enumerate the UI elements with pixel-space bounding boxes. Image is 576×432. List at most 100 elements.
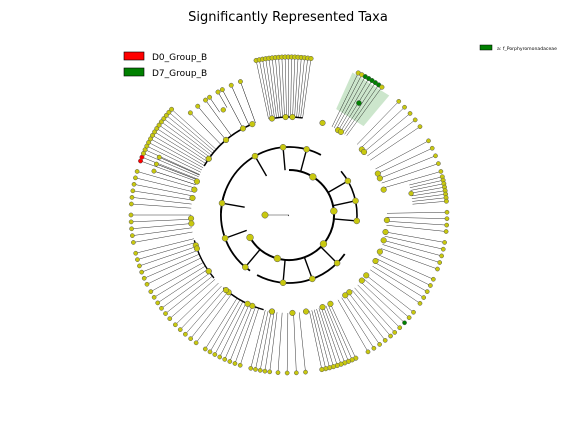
- tree-edge: [161, 121, 210, 158]
- tree-edge: [330, 303, 356, 359]
- taxon-node: [408, 190, 414, 197]
- taxon-node: [444, 216, 450, 222]
- tree-edge: [133, 184, 193, 197]
- tree-edge: [282, 147, 286, 171]
- taxon-node: [396, 98, 402, 104]
- taxon-node: [193, 340, 199, 346]
- legend-label-d7: D7_Group_B: [152, 69, 207, 79]
- taxon-node: [376, 175, 383, 182]
- taxon-node: [327, 300, 334, 307]
- tree-edge: [385, 231, 445, 243]
- taxon-node: [382, 228, 389, 236]
- clade-label-legend: a: f_Porphyromonadaceae: [479, 44, 557, 52]
- taxon-node: [302, 308, 310, 315]
- taxon-node: [141, 275, 147, 281]
- taxon-node: [289, 114, 296, 121]
- tree-edge: [298, 57, 305, 118]
- legend-swatch-d0: [123, 51, 145, 61]
- taxon-node: [163, 112, 169, 118]
- taxon-node: [376, 248, 383, 255]
- taxon-node: [309, 275, 316, 283]
- tree-edge: [367, 119, 416, 157]
- taxon-node: [163, 311, 168, 316]
- tree-edge: [131, 223, 192, 229]
- taxon-node: [365, 349, 371, 355]
- taxon-node: [137, 263, 142, 269]
- taxon-node: [215, 89, 221, 95]
- taxon-node: [166, 109, 172, 115]
- tree-edge: [411, 186, 445, 194]
- taxon-node: [135, 257, 140, 262]
- taxon-node: [437, 260, 443, 265]
- tree-edge: [254, 155, 268, 177]
- level2-arc-right: [340, 170, 358, 223]
- taxon-node: [333, 259, 341, 267]
- taxon-node: [155, 300, 161, 306]
- taxon-node: [356, 100, 362, 106]
- tree-edge: [351, 289, 391, 337]
- taxon-node: [227, 359, 233, 364]
- tree-edge: [275, 57, 281, 118]
- tree-edge: [150, 262, 204, 292]
- taxon-node: [436, 161, 441, 166]
- tree-edge: [327, 304, 353, 360]
- taxon-node: [279, 144, 287, 151]
- taxon-node: [193, 178, 200, 185]
- tree-edge: [158, 124, 209, 160]
- taxon-node: [202, 346, 208, 352]
- taxon-node: [380, 237, 387, 244]
- tree-edge: [269, 312, 278, 372]
- taxon-node: [217, 354, 223, 360]
- tree-edge: [224, 304, 250, 360]
- tree-edge: [259, 59, 271, 119]
- taxon-node: [220, 107, 226, 113]
- taxon-node: [139, 269, 145, 275]
- tree-edge: [205, 298, 238, 350]
- tree-edge: [316, 308, 334, 367]
- tree-edge: [131, 197, 192, 205]
- tree-edge: [374, 262, 428, 292]
- tree-edge: [175, 282, 219, 325]
- taxon-node: [228, 82, 234, 88]
- tree-edge: [190, 291, 229, 339]
- taxon-node: [279, 279, 287, 286]
- tree-edge: [150, 138, 204, 168]
- taxon-node: [388, 333, 393, 339]
- tree-edge: [344, 84, 379, 135]
- taxon-node: [402, 320, 407, 326]
- taxon-node: [222, 287, 230, 294]
- tree-edge: [409, 180, 444, 188]
- taxon-node: [156, 122, 162, 128]
- tree-edge: [185, 288, 225, 335]
- tree-edge: [411, 193, 446, 199]
- taxon-node: [308, 55, 314, 62]
- tree-edge: [209, 97, 220, 113]
- taxon-node: [237, 79, 243, 85]
- taxon-node: [182, 331, 188, 337]
- taxon-node: [430, 276, 436, 282]
- taxon-node: [261, 211, 269, 219]
- taxon-node: [130, 233, 135, 238]
- tree-edge: [381, 248, 438, 270]
- tree-edge: [379, 155, 436, 179]
- tree-edge: [345, 295, 380, 345]
- taxon-node: [433, 153, 438, 159]
- taxon-node: [188, 220, 195, 227]
- taxon-node: [363, 272, 370, 279]
- taxon-node: [377, 342, 382, 347]
- tree-edge: [313, 309, 330, 368]
- taxon-node: [221, 235, 229, 242]
- taxon-node: [407, 111, 413, 116]
- tree-edge: [311, 310, 326, 369]
- tree-edge: [293, 312, 297, 373]
- taxon-node: [411, 309, 416, 315]
- tree-edge: [386, 221, 447, 226]
- taxon-node: [191, 186, 198, 193]
- tree-edge: [131, 219, 192, 223]
- tree-edge: [327, 180, 349, 194]
- tree-edge: [323, 306, 345, 363]
- tree-edge: [148, 142, 203, 171]
- taxon-node: [151, 168, 157, 174]
- tree-edge: [221, 202, 245, 208]
